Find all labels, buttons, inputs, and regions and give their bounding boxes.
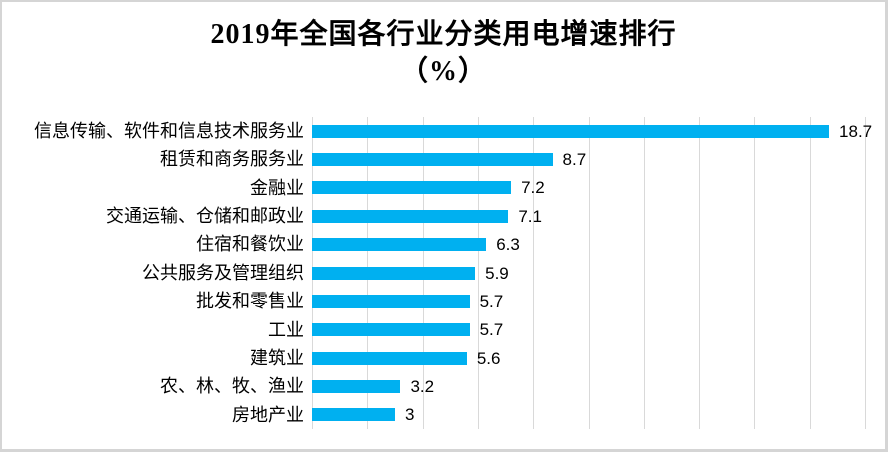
bar-value-label: 5.7 (479, 320, 504, 340)
gridline (754, 117, 756, 429)
gridline (533, 117, 535, 429)
bar (312, 124, 830, 138)
bar (312, 351, 467, 365)
category-label: 公共服务及管理组织 (142, 262, 304, 283)
bar (312, 266, 476, 280)
gridline (643, 117, 645, 429)
gridline (809, 117, 811, 429)
plot-area: 18.7 8.7 7.2 7.1 6.3 5.9 5.7 5.7 5.6 3.2 3 (312, 117, 872, 429)
bar (312, 209, 509, 223)
bar-value-label: 7.1 (518, 206, 542, 226)
gridline (477, 117, 479, 429)
category-label: 住宿和餐饮业 (196, 234, 304, 255)
bar-value-label: 18.7 (839, 121, 873, 141)
bar (312, 294, 470, 308)
gridline (588, 117, 590, 429)
bar-value-label: 3 (404, 405, 415, 425)
category-label: 建筑业 (250, 347, 304, 368)
bar-value-label: 8.7 (562, 150, 587, 170)
bar (312, 153, 553, 167)
bar-value-label: 6.3 (496, 235, 520, 255)
gridline (699, 117, 701, 429)
category-label: 信息传输、软件和信息技术服务业 (34, 121, 304, 141)
chart-title-line2: （%） (399, 56, 487, 87)
bar-value-label: 5.9 (485, 263, 509, 283)
category-label: 房地产业 (232, 404, 304, 425)
category-label: 金融业 (250, 177, 304, 198)
chart-title-line1: 2019年全国各行业分类用电增速排行 (210, 19, 677, 50)
category-label: 批发和零售业 (196, 291, 304, 312)
bar (312, 379, 401, 393)
bar-value-label: 5.7 (479, 291, 504, 311)
bar-value-label: 3.2 (410, 376, 435, 396)
bar-value-label: 7.2 (521, 178, 545, 198)
category-label: 农、林、牧、渔业 (160, 376, 304, 397)
category-label: 租赁和商务服务业 (160, 149, 304, 170)
bar (312, 238, 487, 252)
category-label: 工业 (268, 319, 304, 340)
bar (312, 408, 395, 422)
gridline (865, 117, 866, 429)
bar-value-label: 5.6 (476, 348, 501, 368)
bar (312, 181, 512, 195)
chart-title: 2019年全国各行业分类用电增速排行 （%） (2, 16, 885, 90)
category-label: 交通运输、仓储和邮政业 (106, 206, 304, 227)
bar (312, 323, 470, 337)
